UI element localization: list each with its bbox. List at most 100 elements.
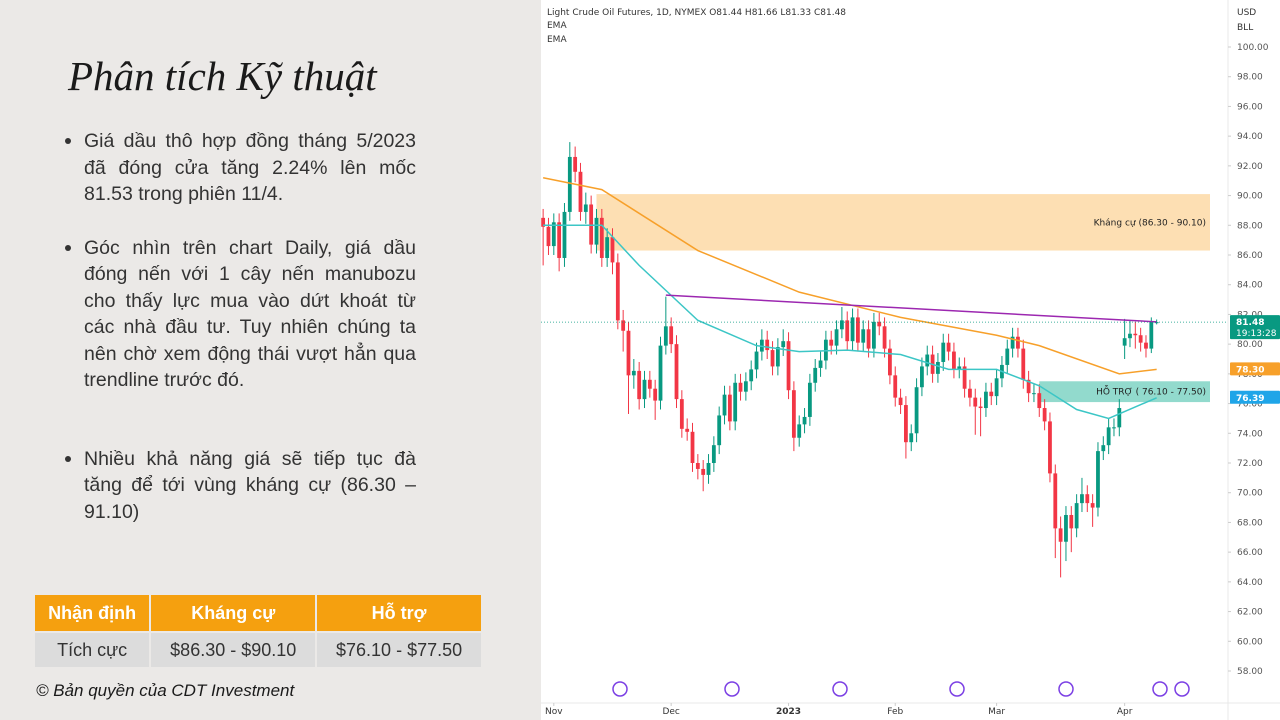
candle-body [1037, 393, 1042, 409]
candle-body [973, 397, 978, 407]
candle-body [743, 381, 748, 392]
candle-body [1128, 333, 1132, 339]
y-tick-label: 100.00 [1237, 43, 1269, 53]
candle-body [1074, 503, 1079, 529]
candle-body [631, 370, 636, 376]
x-tick-label: 2023 [776, 707, 801, 717]
chart-bg [541, 0, 1280, 720]
candle-body [1080, 494, 1084, 504]
candle-body [866, 329, 871, 349]
zone-label: HỖ TRỢ ( 76.10 - 77.50) [1096, 385, 1206, 398]
candle-body [888, 348, 892, 376]
candle-body [711, 445, 716, 463]
candle-body [978, 406, 983, 409]
candle-body [658, 345, 663, 401]
candle-body [551, 222, 556, 247]
candle-body [871, 321, 876, 349]
event-icons [612, 681, 1190, 697]
candle-body [775, 347, 780, 367]
candle-body [765, 339, 770, 351]
candle-body [898, 397, 903, 406]
candle-body [829, 339, 834, 346]
bullet: Giá dầu thô hợp đồng tháng 5/2023 đã đón… [62, 128, 416, 208]
bullet: Góc nhìn trên chart Daily, giá dầu đóng … [62, 235, 416, 394]
candle-body [807, 382, 812, 417]
indicator-label: EMA [547, 35, 567, 45]
y-tick-label: 94.00 [1237, 132, 1263, 142]
candle-body [1154, 322, 1159, 324]
candle-body [1048, 421, 1052, 474]
event-icon [1152, 681, 1168, 697]
price-tag [1230, 362, 1280, 376]
candle-body [989, 391, 994, 397]
candle-body [850, 317, 855, 342]
candle-body [546, 226, 551, 247]
candle-body [647, 379, 652, 389]
candle-body [920, 366, 924, 388]
candle-body [941, 342, 946, 362]
candle-body [1144, 342, 1148, 349]
candle-body [727, 394, 732, 422]
x-tick-label: Nov [545, 707, 563, 717]
candle-body [562, 211, 567, 258]
y-tick-label: 62.00 [1237, 608, 1263, 618]
candle-body [893, 375, 898, 398]
candle-body [541, 217, 546, 227]
candle-body [1090, 503, 1095, 508]
candle-body [605, 237, 610, 258]
candles [541, 142, 1159, 578]
candle-body [861, 329, 866, 343]
event-icon [1058, 681, 1074, 697]
candle-body [573, 156, 578, 172]
candle-body [578, 171, 583, 212]
candle-body [637, 370, 642, 400]
unit: BLL [1237, 23, 1253, 33]
y-tick-label: 84.00 [1237, 281, 1263, 291]
text-panel: Phân tích Kỹ thuật Giá dầu thô hợp đồng … [0, 0, 541, 720]
candle-body [642, 379, 647, 400]
candle-body [1096, 451, 1100, 508]
slide-title: Phân tích Kỹ thuật [68, 53, 377, 99]
candle-body [749, 369, 754, 382]
candle-body [1005, 348, 1010, 365]
candle-body [786, 341, 791, 391]
candle-body [669, 326, 674, 345]
candle-body [738, 382, 743, 392]
bullet: Nhiều khả năng giá sẽ tiếp tục đà tăng đ… [62, 446, 416, 526]
y-tick-label: 96.00 [1237, 102, 1263, 112]
y-tick-label: 72.00 [1237, 459, 1263, 469]
header-cell: Hỗ trợ [317, 595, 481, 631]
x-tick-label: Dec [662, 707, 679, 717]
candle-body [1026, 379, 1031, 394]
candle-body [615, 262, 620, 321]
zone [596, 194, 1210, 251]
candle-body [925, 354, 930, 367]
candle-body [1122, 338, 1127, 346]
currency: USD [1237, 8, 1256, 18]
candle-body [610, 237, 615, 263]
price-tag-label: 76.39 [1236, 394, 1264, 404]
cell: $76.10 - $77.50 [317, 633, 481, 667]
row: Tích cực $86.30 - $90.10 $76.10 - $77.50 [35, 633, 481, 667]
x-tick-label: Feb [887, 707, 903, 717]
x-tick-label: Apr [1117, 707, 1133, 717]
candle-body [1106, 427, 1111, 446]
candle-body [914, 387, 919, 434]
candle-body [946, 342, 951, 352]
y-tick-label: 92.00 [1237, 162, 1263, 172]
candle-body [957, 366, 962, 370]
candle-body [1053, 473, 1058, 529]
candle-body [797, 424, 802, 438]
bullet-list: Giá dầu thô hợp đồng tháng 5/2023 đã đón… [62, 128, 416, 552]
candle-body [685, 428, 690, 432]
candle-body [567, 156, 572, 212]
summary-table: Nhận định Kháng cự Hỗ trợ Tích cực $86.3… [33, 593, 483, 669]
candle-body [1042, 408, 1047, 422]
candle-body [1064, 515, 1068, 542]
candle-body [1085, 494, 1090, 504]
y-tick-label: 60.00 [1237, 637, 1263, 647]
candle-body [791, 390, 796, 438]
candle-body [1010, 336, 1015, 349]
y-tick-label: 66.00 [1237, 548, 1263, 558]
candle-body [626, 330, 631, 376]
